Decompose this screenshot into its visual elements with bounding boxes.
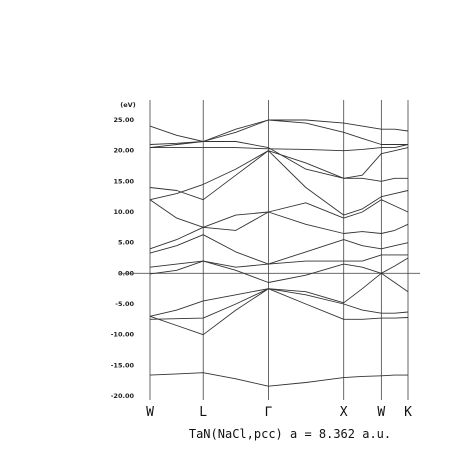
band bbox=[149, 288, 409, 336]
y-tick-label: 5.00 bbox=[118, 239, 135, 247]
chart-title: TaN(NaCl,pcc) a = 8.362 a.u. bbox=[189, 427, 391, 441]
band bbox=[150, 144, 409, 152]
band bbox=[149, 372, 408, 387]
x-tick-label: Γ bbox=[265, 405, 273, 420]
y-axis-label: (eV) bbox=[120, 101, 135, 109]
band bbox=[149, 257, 409, 283]
band bbox=[149, 119, 408, 145]
band bbox=[149, 141, 409, 179]
band bbox=[149, 234, 409, 265]
band bbox=[149, 272, 409, 317]
x-tick-label: X bbox=[340, 405, 348, 420]
x-tick-label: K bbox=[404, 405, 412, 420]
y-tick-label: 25.00 bbox=[113, 116, 134, 124]
band bbox=[149, 211, 409, 250]
y-tick-label: 20.00 bbox=[113, 147, 134, 155]
y-tick-label: 10.00 bbox=[113, 208, 134, 216]
y-tick-label: -5.00 bbox=[115, 300, 134, 308]
band bbox=[149, 150, 409, 216]
band bbox=[149, 199, 409, 228]
y-tick-label: -15.00 bbox=[111, 361, 135, 369]
x-tick-label: W bbox=[146, 405, 154, 420]
x-tick-label: L bbox=[199, 405, 207, 420]
band bbox=[149, 254, 408, 268]
band bbox=[149, 119, 409, 149]
y-tick-label: -10.00 bbox=[111, 331, 135, 339]
x-tick-label: W bbox=[377, 405, 385, 420]
y-tick-label: 15.00 bbox=[113, 177, 134, 185]
y-tick-label: -20.00 bbox=[111, 392, 135, 400]
band bbox=[149, 288, 409, 320]
band bbox=[149, 150, 408, 201]
